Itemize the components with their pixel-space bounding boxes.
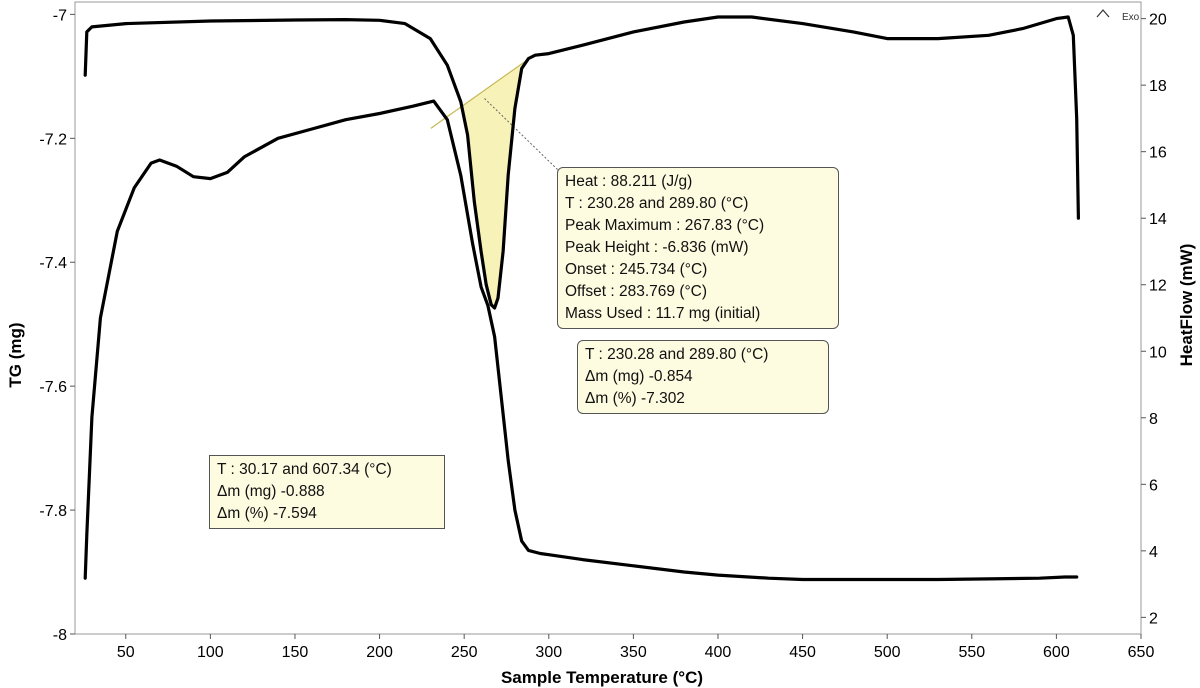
peak-heat-label: Heat : 88.211 (J/g) xyxy=(565,173,693,190)
tg-curve xyxy=(83,99,1079,582)
ticks-layer: 50 100 150 200 250 300 350 400 450 500 550 600 650 -7… xyxy=(39,7,1166,661)
y-right-tick-label: 6 xyxy=(1149,477,1158,494)
legend-exo: Exo xyxy=(1122,12,1140,23)
peak-max-label: Peak Maximum : 267.83 (°C) xyxy=(565,217,765,234)
series-layer xyxy=(83,15,1080,582)
step-annotation-box: T : 230.28 and 289.80 (°C) Δm (mg) -0.85… xyxy=(577,340,829,414)
x-tick-label: 450 xyxy=(789,644,816,661)
y-right-tick-label: 8 xyxy=(1149,411,1158,428)
y-right-tick-label: 14 xyxy=(1149,211,1167,228)
total-dm-mg-label: Δm (mg) -0.888 xyxy=(217,483,325,500)
y-left-tick-label: -7.6 xyxy=(39,379,67,396)
x-tick-label: 100 xyxy=(197,644,224,661)
x-axis-title: Sample Temperature (°C) xyxy=(501,668,703,687)
step-dm-mg-label: Δm (mg) -0.854 xyxy=(585,368,693,385)
y-right-tick-label: 12 xyxy=(1149,278,1167,295)
x-tick-label: 550 xyxy=(958,644,985,661)
x-tick-label: 250 xyxy=(451,644,478,661)
y-right-tick-label: 18 xyxy=(1149,78,1167,95)
total-annotation-box: T : 30.17 and 607.34 (°C) Δm (mg) -0.888… xyxy=(209,455,445,529)
peak-onset-label: Onset : 245.734 (°C) xyxy=(565,261,708,278)
y-left-tick-label: -8 xyxy=(53,627,67,644)
x-tick-label: 500 xyxy=(874,644,901,661)
y-left-tick-label: -7.8 xyxy=(39,503,67,520)
y-left-tick-label: -7.2 xyxy=(39,131,67,148)
y-left-tick-label: -7.4 xyxy=(39,255,67,272)
peak-baseline xyxy=(430,56,532,129)
peak-annotation-box: Heat : 88.211 (J/g) T : 230.28 and 289.8… xyxy=(557,167,839,329)
y-left-tick-label: -7 xyxy=(53,7,67,24)
heatflow-curve xyxy=(83,15,1080,310)
y-right-axis-title: HeatFlow (mW) xyxy=(1177,244,1196,367)
x-tick-label: 300 xyxy=(535,644,562,661)
peak-height-label: Peak Height : -6.836 (mW) xyxy=(565,239,749,256)
y-right-tick-label: 10 xyxy=(1149,344,1167,361)
y-right-tick-label: 2 xyxy=(1149,610,1158,627)
total-dm-pct-label: Δm (%) -7.594 xyxy=(217,505,317,522)
exo-caret-icon xyxy=(1096,9,1110,18)
peak-leader-line xyxy=(484,98,559,171)
x-tick-label: 600 xyxy=(1043,644,1070,661)
x-tick-label: 200 xyxy=(366,644,393,661)
y-right-tick-label: 4 xyxy=(1149,544,1158,561)
x-tick-label: 350 xyxy=(620,644,647,661)
peak-t-label: T : 230.28 and 289.80 (°C) xyxy=(565,195,749,212)
y-left-axis-title: TG (mg) xyxy=(6,322,25,387)
x-tick-label: 50 xyxy=(117,644,135,661)
peak-area-layer xyxy=(430,56,559,309)
y-right-tick-label: 16 xyxy=(1149,145,1167,162)
x-tick-label: 400 xyxy=(705,644,732,661)
peak-offset-label: Offset : 283.769 (°C) xyxy=(565,283,708,300)
peak-mass-label: Mass Used : 11.7 mg (initial) xyxy=(565,305,761,322)
x-tick-label: 650 xyxy=(1128,644,1155,661)
legend: Exo xyxy=(1096,9,1140,23)
step-t-label: T : 230.28 and 289.80 (°C) xyxy=(585,346,769,363)
x-tick-label: 150 xyxy=(282,644,309,661)
peak-area-fill xyxy=(430,56,532,309)
y-right-tick-label: 20 xyxy=(1149,12,1167,29)
total-t-label: T : 30.17 and 607.34 (°C) xyxy=(217,461,392,478)
plot-frame xyxy=(74,1,1142,635)
step-dm-pct-label: Δm (%) -7.302 xyxy=(585,390,685,407)
